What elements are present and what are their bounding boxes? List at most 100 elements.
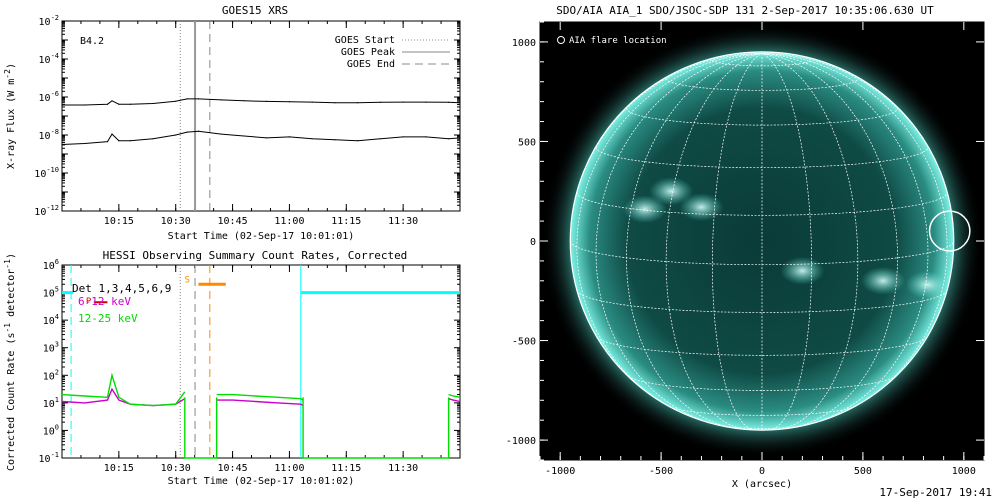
footer-timestamp: 17-Sep-2017 19:41 [879,486,992,499]
aia-longitude-line [626,53,763,429]
goes-point [197,98,200,100]
goes-point [152,138,154,140]
x-tick-label: 11:15 [331,216,361,227]
hessi-data-gap [184,397,218,459]
aia-flare-marker [928,210,971,252]
aia-longitude-line [761,53,929,426]
aia-limb [569,51,955,431]
goes-y-axis: 10-12 10-10 10-8 10-6 10-4 10-2 [34,14,460,218]
aia-y-tick-label: -500 [512,337,536,348]
goes-point [186,131,188,133]
aia-y-tick-label: -1000 [506,436,536,447]
goes-plot-frame [61,20,461,212]
goes-point [106,141,109,143]
goes-point [84,142,86,145]
y-tick-label: 106 [43,258,59,272]
goes-x-axis: 10:15 10:30 10:45 11:00 11:15 11:30 [61,21,461,227]
goes-point [111,100,113,102]
goes-legend: GOES Start GOES Peak GOES End [335,35,450,70]
goes-point [118,140,120,142]
aia-x-tick-label: -1000 [545,466,575,477]
goes-point [425,136,427,138]
aia-latitude-line [596,336,928,356]
goes-point [220,99,222,101]
goes-series-long [62,98,461,106]
x-tick-label: 11:15 [331,463,361,474]
goes-point [459,137,461,139]
goes-point [459,102,461,104]
x-tick-label: 10:15 [104,463,134,474]
hessi-title: HESSI Observing Summary Count Rates, Cor… [103,249,408,262]
aia-longitude-line [576,53,763,412]
y-tick-label: 104 [43,313,59,327]
hessi-series-12-25-segment [61,372,186,407]
goes-point [118,103,120,105]
hessi-x-axis: 10:15 10:30 10:45 11:00 11:15 11:30 [61,265,461,474]
hessi-series-12-25-segment [216,393,304,401]
y-tick-label: 105 [43,286,59,300]
hessi-series-12-25-segment [448,393,461,398]
hessi-p-flag-label: P [86,297,92,307]
hessi-det-label: Det 1,3,4,5,6,9 [72,282,171,295]
goes-point [402,101,404,103]
goes-series [61,98,461,146]
hessi-y-axis: 10-1 100 101 102 103 104 105 106 [39,258,460,465]
aia-longitude-line [712,53,763,431]
goes-point [220,133,222,135]
aia-x-tick-label: 0 [759,466,765,477]
goes-point [243,100,245,102]
hessi-y-axis-label: Corrected Count Rate (s-1 detector-1) [3,253,17,471]
x-tick-label: 11:00 [274,463,304,474]
aia-longitude-line [595,53,763,426]
aia-panel: SDO/AIA AIA_1 SDO/JSOC-SDP 131 2-Sep-201… [506,4,985,490]
goes-point [266,100,268,102]
goes-point [175,134,177,136]
aia-legend-label: AIA flare location [569,36,667,46]
hessi-series-6-12-segment [448,398,461,403]
goes-point [379,138,381,140]
goes-point [311,138,313,140]
goes-class-label: B4.2 [80,36,104,47]
goes-point [288,101,291,103]
y-tick-label: 10-8 [39,128,59,142]
aia-heliographic-grid [569,51,955,431]
hessi-markers [70,265,302,458]
y-tick-label: 10-6 [39,90,59,104]
goes-point [129,140,131,142]
goes-point [425,101,427,103]
hessi-plot-frame [61,264,461,459]
aia-legend: AIA flare location [557,36,667,46]
goes-point [311,101,313,103]
x-tick-label: 11:30 [388,216,418,227]
y-tick-label: 100 [43,423,59,437]
goes-point [266,137,268,139]
aia-longitude-line [761,53,898,429]
goes-point [379,101,381,103]
goes-markers [179,21,211,211]
y-tick-label: 103 [43,341,59,355]
aia-active-region [649,177,694,206]
aia-x-tick-label: -500 [649,466,673,477]
goes-panel: GOES15 XRS 10-12 10-10 10-8 10-6 10-4 10-2 10… [3,4,461,242]
goes-point [448,101,450,103]
aia-y-tick-label: 1000 [512,38,536,49]
goes-point [84,104,86,106]
goes-point [106,103,109,105]
hessi-saa-flag-label: S [184,275,189,285]
goes-point [334,139,336,141]
aia-active-region [679,193,724,222]
goes-point [402,136,404,138]
hessi-legend-6-12: 6-12 keV [78,295,131,308]
goes-point [111,133,113,135]
aia-flare-circle [928,210,971,252]
goes-title: GOES15 XRS [222,4,288,17]
aia-active-region [861,266,906,295]
goes-point [61,143,63,146]
hessi-flags: SP [62,275,460,307]
aia-title: SDO/AIA AIA_1 SDO/JSOC-SDP 131 2-Sep-201… [556,4,934,17]
aia-longitude-line [761,53,812,431]
y-tick-label: 10-1 [39,451,59,465]
aia-legend-circle-icon [557,36,565,44]
aia-latitude-line [595,147,929,169]
